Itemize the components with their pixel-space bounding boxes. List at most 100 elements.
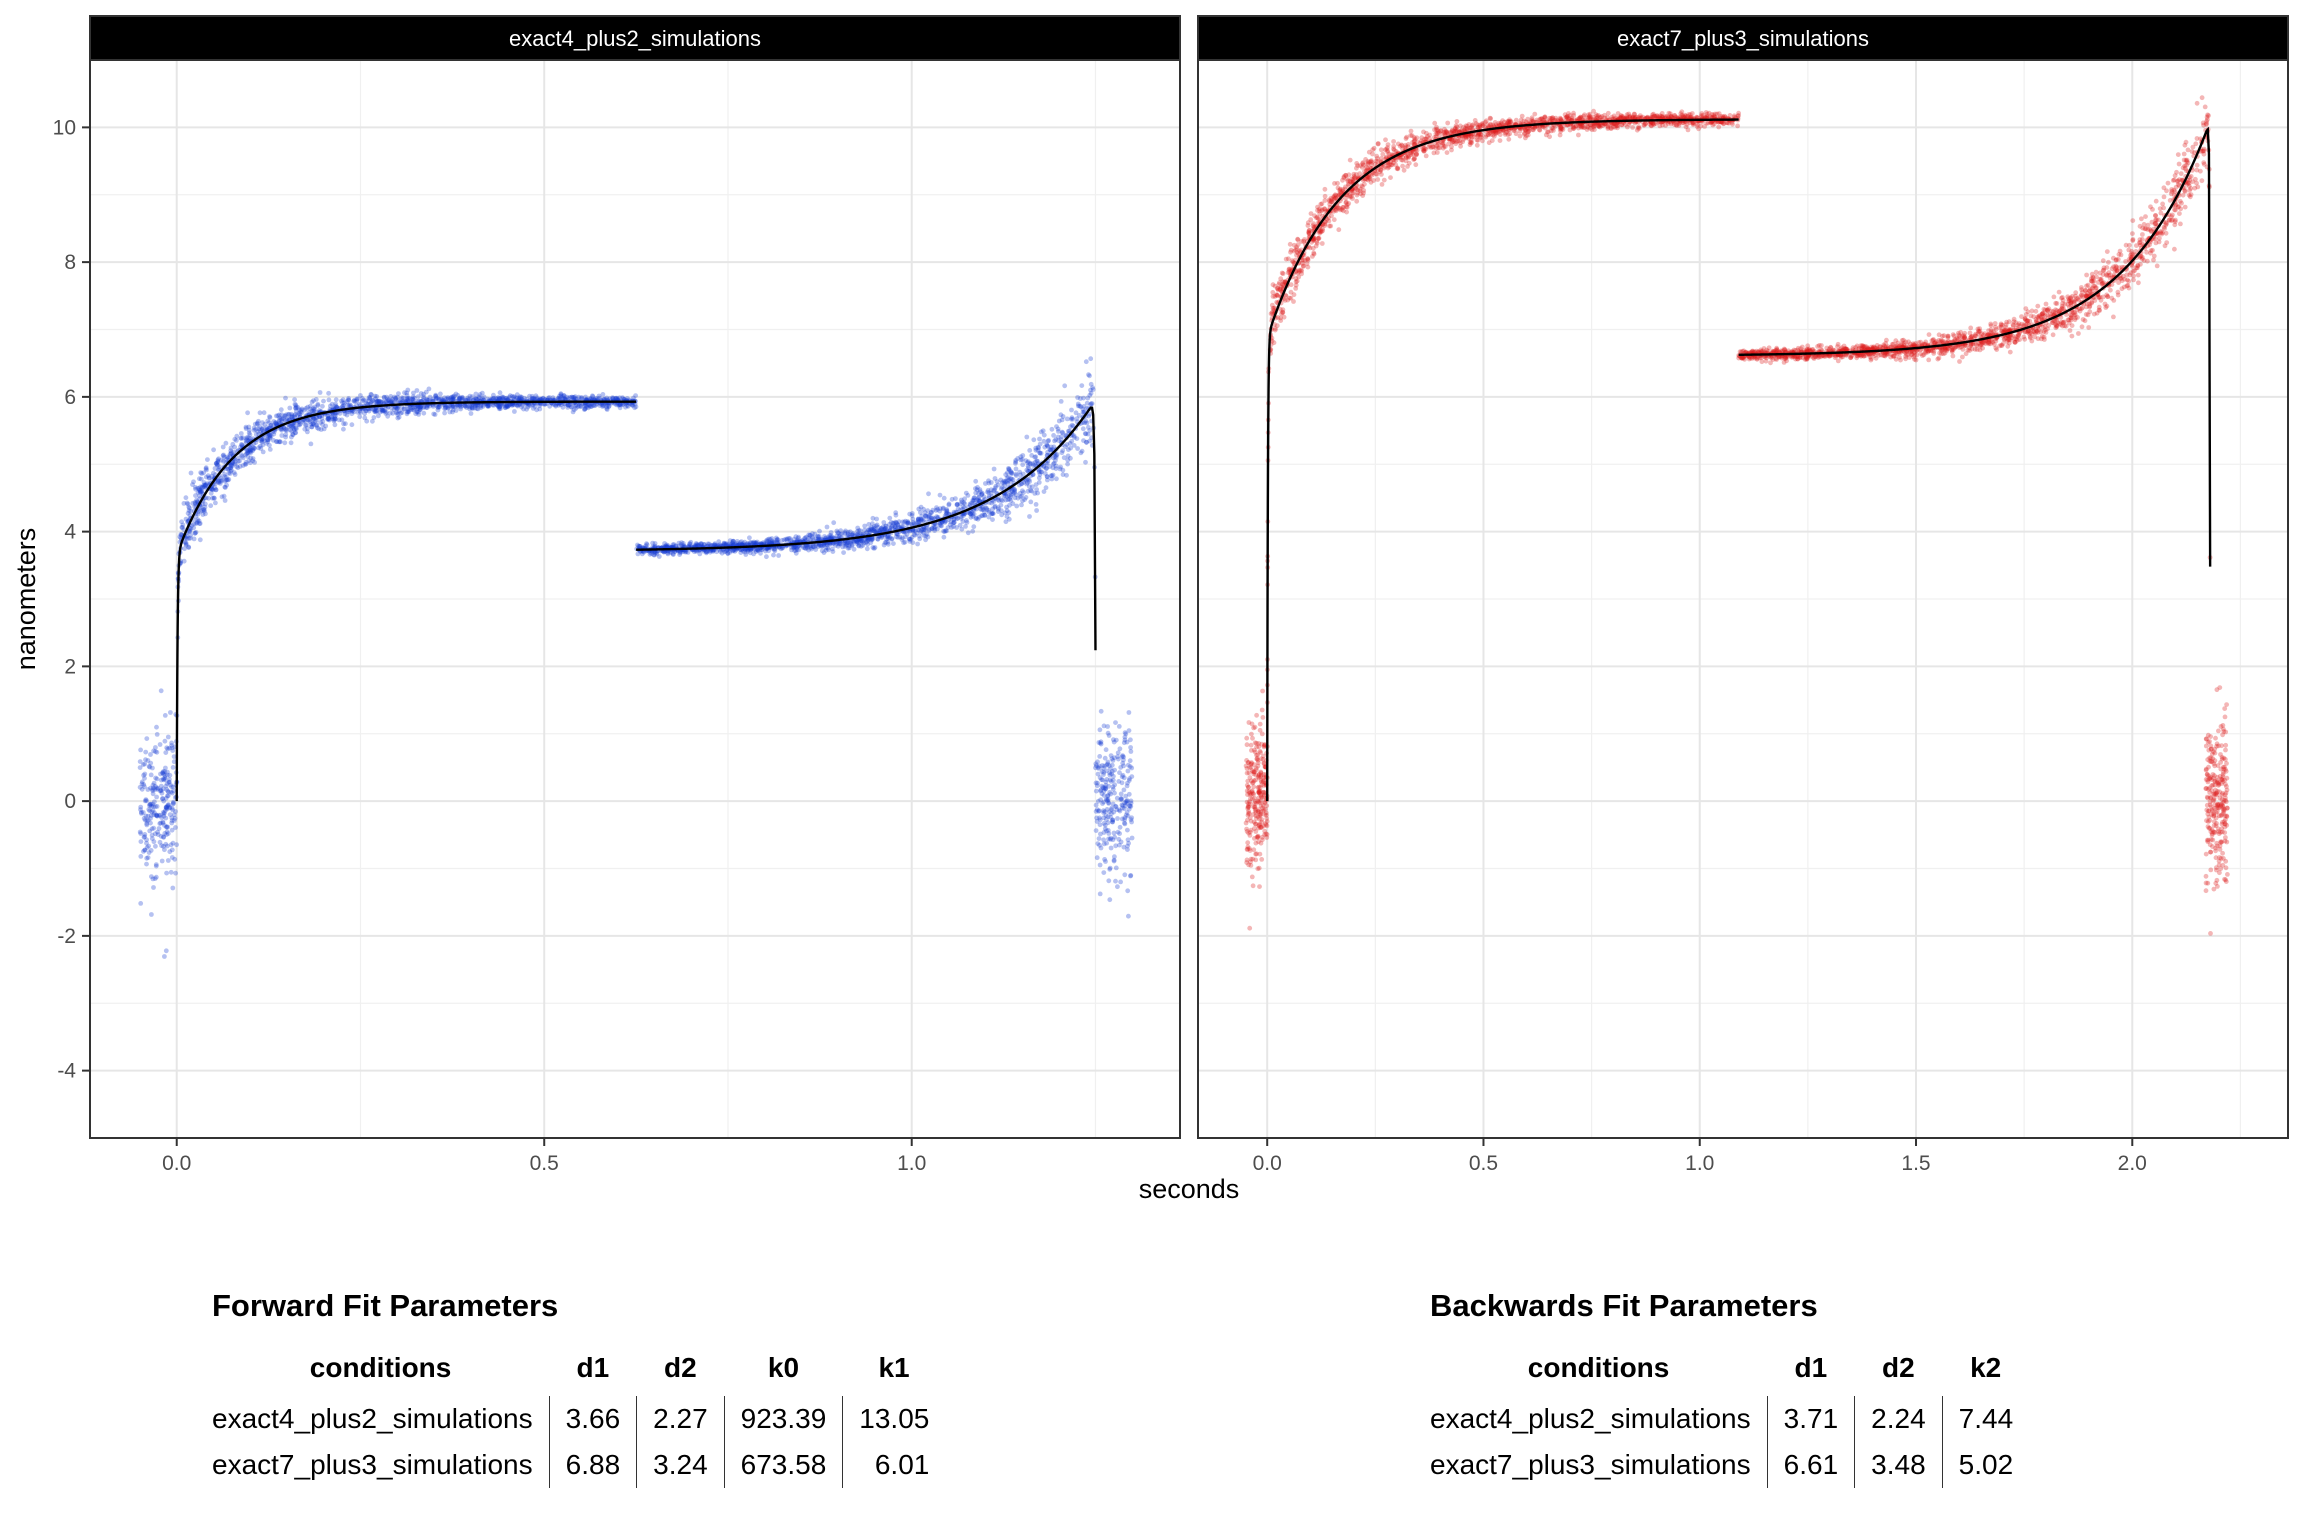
data-point: [158, 783, 164, 789]
data-point: [171, 754, 177, 759]
data-point: [473, 396, 479, 401]
data-point: [259, 438, 265, 443]
data-point: [819, 543, 825, 549]
data-point: [153, 745, 158, 750]
data-point: [164, 824, 170, 830]
data-point: [180, 525, 185, 530]
data-point: [973, 478, 979, 484]
data-point: [917, 536, 923, 542]
data-point: [164, 804, 169, 810]
data-point: [160, 796, 165, 802]
data-point: [164, 832, 170, 837]
data-point: [868, 540, 874, 546]
data-point: [310, 421, 316, 426]
data-point: [203, 474, 209, 480]
data-point: [906, 536, 912, 542]
data-point: [357, 414, 363, 420]
data-point: [143, 813, 149, 819]
data-point: [1257, 721, 1263, 727]
data-point: [165, 803, 171, 809]
data-point: [139, 811, 144, 816]
data-point: [186, 504, 192, 510]
data-point: [899, 524, 905, 529]
data-point: [188, 533, 194, 538]
data-point: [309, 424, 315, 430]
data-point: [159, 843, 165, 849]
data-point: [282, 413, 288, 419]
data-point: [983, 481, 988, 486]
data-point: [1115, 816, 1120, 821]
data-point: [633, 393, 638, 398]
data-point: [687, 541, 693, 547]
data-point: [1003, 479, 1009, 484]
data-point: [170, 799, 176, 805]
data-point: [532, 396, 538, 402]
data-point: [1259, 857, 1265, 862]
data-point: [146, 764, 152, 769]
data-point: [864, 546, 870, 552]
data-point: [525, 404, 531, 410]
data-point: [918, 517, 924, 523]
data-point: [574, 396, 580, 402]
data-point: [1101, 808, 1106, 814]
data-point: [161, 811, 167, 817]
data-point: [725, 550, 731, 556]
data-point: [891, 541, 896, 546]
data-point: [157, 839, 163, 845]
data-point: [593, 396, 599, 401]
data-point: [450, 394, 455, 400]
data-point: [153, 874, 159, 880]
data-point: [1127, 758, 1133, 764]
data-point: [590, 394, 596, 399]
data-point: [163, 783, 169, 789]
data-point: [1108, 753, 1114, 758]
data-point: [557, 396, 563, 401]
data-point: [1445, 120, 1451, 126]
data-point: [1065, 457, 1071, 463]
data-point: [161, 769, 166, 774]
data-point: [170, 885, 176, 891]
data-point: [1251, 725, 1256, 731]
data-point: [900, 535, 905, 541]
data-point: [1034, 487, 1039, 492]
data-point: [965, 530, 971, 536]
data-point: [147, 764, 153, 770]
data-point: [685, 550, 691, 555]
y-tick-label: -4: [57, 1060, 76, 1083]
data-point: [165, 793, 171, 799]
data-point: [751, 539, 757, 545]
data-point: [466, 404, 472, 410]
data-point: [764, 554, 769, 560]
data-point: [616, 402, 622, 408]
data-point: [1098, 797, 1103, 803]
data-point: [1024, 434, 1030, 440]
data-point: [369, 399, 374, 405]
data-point: [1250, 883, 1256, 889]
data-point: [299, 410, 304, 416]
data-point: [1244, 742, 1250, 748]
data-point: [149, 809, 155, 815]
data-point: [160, 770, 166, 776]
data-point: [144, 821, 150, 826]
data-point: [1056, 418, 1062, 424]
data-point: [204, 481, 210, 486]
data-point: [170, 840, 176, 846]
data-point: [370, 418, 375, 424]
data-point: [617, 395, 623, 401]
data-point: [1116, 724, 1122, 729]
data-point: [366, 395, 372, 400]
data-point: [160, 770, 166, 776]
data-point: [824, 524, 830, 530]
data-point: [414, 388, 420, 393]
data-point: [198, 488, 204, 494]
data-point: [1125, 837, 1131, 843]
data-point: [154, 794, 160, 800]
data-point: [571, 407, 577, 413]
data-point: [941, 495, 947, 501]
data-point: [208, 503, 214, 509]
data-point: [869, 528, 875, 533]
data-point: [346, 396, 351, 401]
data-point: [171, 812, 177, 818]
data-point: [169, 815, 175, 821]
